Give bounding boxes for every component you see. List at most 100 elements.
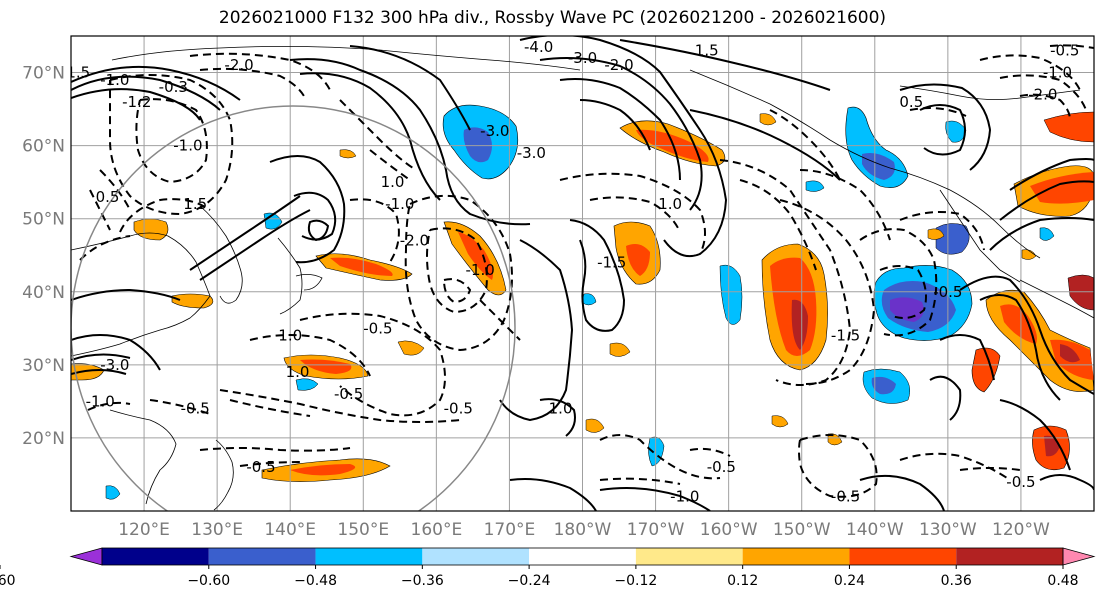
convergence-area xyxy=(871,376,896,395)
contour-label: -0.5 xyxy=(181,400,210,418)
contour-label: -3.0 xyxy=(100,356,129,374)
colorbar-segment xyxy=(742,548,850,565)
longitude-tick-label: 180°W xyxy=(554,520,612,540)
colorbar-tick-label: −0.48 xyxy=(294,573,337,589)
contour-label: -1.0 xyxy=(385,195,414,213)
map-title: 2026021000 F132 300 hPa div., Rossby Wav… xyxy=(218,8,887,28)
divergence-area xyxy=(290,464,356,476)
longitude-tick-label: 140°W xyxy=(846,520,904,540)
colorbar-segment xyxy=(635,548,743,565)
convergence-area xyxy=(648,436,665,467)
divergence-area xyxy=(1067,274,1094,311)
latitude-tick-label: 40°N xyxy=(22,283,65,303)
colorbar-tick-label: 0.36 xyxy=(941,573,972,589)
latitude-tick-label: 20°N xyxy=(22,429,65,449)
contour-label: -1.2 xyxy=(122,93,151,111)
coastlines xyxy=(71,46,1094,511)
divergence-area xyxy=(397,340,425,356)
colorbar-tick-label: −0.60 xyxy=(187,573,230,589)
divergence-area xyxy=(1000,304,1037,344)
convergence-area xyxy=(945,120,967,143)
convergence-area xyxy=(581,293,597,306)
convergence-area xyxy=(295,378,319,391)
longitude-tick-label: 170°E xyxy=(484,520,536,540)
longitude-tick-label: 150°W xyxy=(773,520,831,540)
divergence-area xyxy=(791,299,808,350)
contour-label: -0.5 xyxy=(933,283,962,301)
contour-label: -0.5 xyxy=(363,319,392,337)
longitude-tick-label: 170°W xyxy=(627,520,685,540)
lat-lon-grid xyxy=(71,36,1094,511)
contour-label: 0.5 xyxy=(96,188,120,206)
contour-label: -1.0 xyxy=(86,392,115,410)
divergence-area xyxy=(133,218,169,241)
contour-label: -0.5 xyxy=(831,487,860,505)
longitude-tick-label: 160°W xyxy=(700,520,758,540)
longitude-tick-label: 150°E xyxy=(337,520,389,540)
contour-label: 1.0 xyxy=(658,195,682,213)
convergence-area xyxy=(935,223,970,255)
contour-label: -0.3 xyxy=(159,78,188,96)
contour-label: -3.0 xyxy=(480,122,509,140)
contour-label: -1.5 xyxy=(597,254,626,272)
divergence-area xyxy=(626,244,650,276)
colorbar-outline xyxy=(101,547,1064,566)
longitude-tick-label: 130°W xyxy=(919,520,977,540)
colorbar-tick-label: −0.24 xyxy=(508,573,551,589)
colorbar-segment xyxy=(849,548,957,565)
divergence-area xyxy=(609,342,631,357)
contour-label: -3.0 xyxy=(517,144,546,162)
convergence-area xyxy=(719,264,743,325)
contour-label: 1.0 xyxy=(381,173,405,191)
colorbar-tick-label: −0.12 xyxy=(614,573,657,589)
divergence-area xyxy=(927,228,945,240)
highlight-circle xyxy=(71,105,516,511)
map-frame xyxy=(70,35,1095,512)
convergence-area xyxy=(1039,227,1055,241)
longitude-tick-label: 120°W xyxy=(992,520,1050,540)
contour-label: -0.5 xyxy=(707,458,736,476)
contour-label: -1.0 xyxy=(1043,64,1072,82)
divergence-area xyxy=(1043,111,1094,143)
divergence-area xyxy=(339,149,357,159)
contour-label: 1.0 xyxy=(286,363,310,381)
colorbar-segment xyxy=(208,548,316,565)
rossby-wave-positive-contours xyxy=(71,36,1094,511)
contour-label: -2.0 xyxy=(400,232,429,250)
latitude-tick-label: 30°N xyxy=(22,356,65,376)
contour-label: -1.0 xyxy=(100,71,129,89)
convergence-area xyxy=(105,485,121,500)
colorbar-tick-label: −0.36 xyxy=(401,573,444,589)
divergence-area xyxy=(300,359,352,374)
contour-label: -0.5 xyxy=(334,385,363,403)
rossby-wave-negative-contours xyxy=(79,44,1094,498)
longitude-tick-label: 120°E xyxy=(118,520,170,540)
contour-label: -0.5 xyxy=(1006,473,1035,491)
latitude-tick-label: 50°N xyxy=(22,210,65,230)
divergence-area xyxy=(330,257,393,276)
contour-label: -0.5 xyxy=(444,400,473,418)
colorbar-tick-label: 0.48 xyxy=(1047,573,1078,589)
divergence-area xyxy=(585,418,605,433)
contour-label: -1.0 xyxy=(670,487,699,505)
colorbar-segment xyxy=(529,548,636,565)
contour-label: -0.5 xyxy=(1050,42,1079,60)
contour-label: -1.5 xyxy=(831,327,860,345)
divergence-area xyxy=(171,293,214,309)
colorbar-segment xyxy=(315,548,423,565)
latitude-axis: 70°N 60°N 50°N 40°N 30°N 20°N xyxy=(22,64,65,449)
contour-label: -2.0 xyxy=(604,56,633,74)
contour-label: 0.5 xyxy=(899,93,923,111)
contour-label: -3.0 xyxy=(568,49,597,67)
contour-label: 1.0 xyxy=(549,400,573,418)
contour-label: -4.0 xyxy=(524,38,553,56)
divergence-area xyxy=(1030,172,1094,204)
longitude-tick-label: 160°E xyxy=(411,520,463,540)
colorbar: −0.60 −0.48 −0.36 −0.24 −0.12 0.12 0.24 0.36 0.4… xyxy=(0,547,1096,589)
convergence-area xyxy=(862,153,895,180)
contour-label: 1.5 xyxy=(183,195,207,213)
latitude-tick-label: 60°N xyxy=(22,137,65,157)
longitude-tick-label: 140°E xyxy=(264,520,316,540)
divergence-area xyxy=(771,415,789,428)
